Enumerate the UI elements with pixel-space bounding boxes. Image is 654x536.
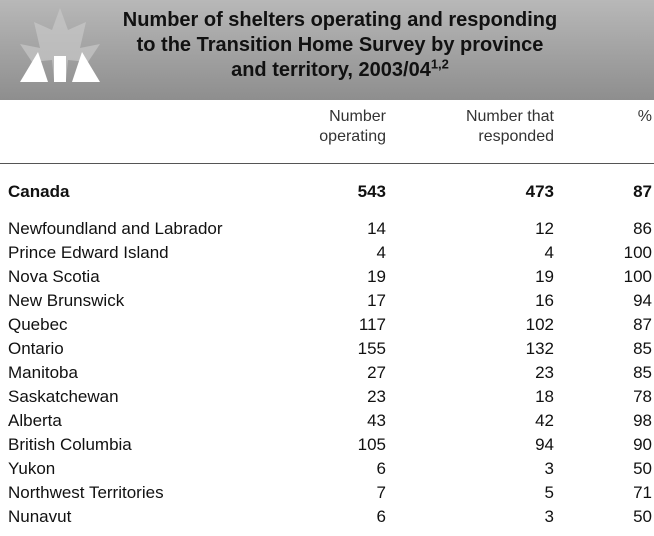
cell-value: 94 <box>535 435 554 454</box>
row-label: Nunavut <box>8 507 72 526</box>
cell-value: 12 <box>535 219 554 238</box>
cell-value: 3 <box>544 507 554 526</box>
superscript: 1,2 <box>430 56 449 72</box>
cell-value: 85 <box>633 339 652 358</box>
row-label: Yukon <box>8 459 56 478</box>
cell-value: 86 <box>633 219 652 238</box>
cell-value: 132 <box>525 339 554 358</box>
cell-value: 85 <box>633 363 652 382</box>
row-label: Nova Scotia <box>8 267 100 286</box>
cell-value: 117 <box>358 315 386 334</box>
column-header: Number operating <box>319 108 386 145</box>
row-label: Canada <box>8 182 70 201</box>
cell-value: 100 <box>623 267 652 286</box>
header-rule <box>0 163 654 164</box>
row-label: Newfoundland and Labrador <box>8 219 223 238</box>
cell-value: 27 <box>367 363 386 382</box>
column-header: % <box>637 108 652 125</box>
column-header: Number that responded <box>465 108 554 145</box>
cell-value: 4 <box>376 243 386 262</box>
row-label: Alberta <box>8 411 62 430</box>
cell-value: 78 <box>633 387 652 406</box>
cell-value: 16 <box>535 291 554 310</box>
row-label: British Columbia <box>8 435 132 454</box>
row-label: New Brunswick <box>8 291 125 310</box>
cell-value: 87 <box>633 182 652 201</box>
logo <box>20 8 100 82</box>
header-banner: Number of shelters operating and respond… <box>0 0 654 100</box>
cell-value: 6 <box>376 459 386 478</box>
title-text: and territory, 2003/04 <box>231 59 431 81</box>
row-label: Northwest Territories <box>8 483 164 502</box>
cell-value: 105 <box>357 435 386 454</box>
title-line: to the Transition Home Survey by provinc… <box>60 33 620 58</box>
cell-value: 23 <box>367 387 386 406</box>
row-label: Ontario <box>8 339 64 358</box>
cell-value: 19 <box>535 267 554 286</box>
cell-value: 50 <box>633 459 652 478</box>
row-label: Saskatchewan <box>8 387 119 406</box>
cell-value: 18 <box>535 387 554 406</box>
cell-value: 4 <box>544 243 554 262</box>
cell-value: 100 <box>623 243 652 262</box>
cell-value: 43 <box>367 411 386 430</box>
cell-value: 543 <box>357 182 386 201</box>
title-line: Number of shelters operating and respond… <box>60 8 620 33</box>
cell-value: 14 <box>367 219 386 238</box>
cell-value: 87 <box>633 315 652 334</box>
cell-value: 102 <box>525 315 554 334</box>
cell-value: 473 <box>525 182 554 201</box>
cell-value: 17 <box>367 291 386 310</box>
row-label: Prince Edward Island <box>8 243 169 262</box>
cell-value: 98 <box>633 411 652 430</box>
row-label: Manitoba <box>8 363 78 382</box>
cell-value: 71 <box>633 483 652 502</box>
row-label: Quebec <box>8 315 68 334</box>
title: Number of shelters operating and respond… <box>60 8 620 83</box>
title-text: Number of shelters operating and respond… <box>122 9 558 31</box>
cell-value: 6 <box>376 507 386 526</box>
cell-value: 23 <box>535 363 554 382</box>
title-text: to the Transition Home Survey by provinc… <box>136 34 544 56</box>
cell-value: 90 <box>633 435 652 454</box>
cell-value: 94 <box>633 291 652 310</box>
cell-value: 155 <box>357 339 386 358</box>
cell-value: 3 <box>544 459 554 478</box>
cell-value: 7 <box>376 483 386 502</box>
cell-value: 42 <box>535 411 554 430</box>
cell-value: 5 <box>544 483 554 502</box>
cell-value: 19 <box>367 267 386 286</box>
title-line: and territory, 2003/041,2 <box>60 56 620 83</box>
cell-value: 50 <box>633 507 652 526</box>
